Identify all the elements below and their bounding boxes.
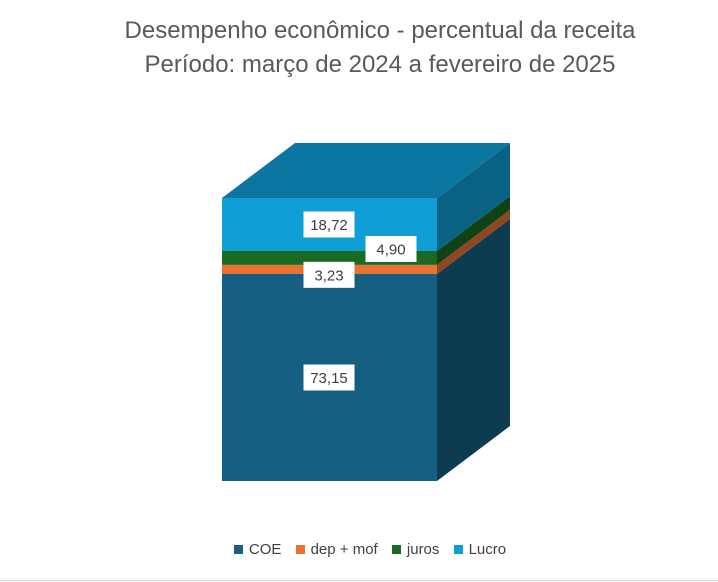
data-label-box: [303, 211, 355, 238]
bar-top-face: [222, 143, 510, 198]
bar-segment-side-dep-mof: [437, 209, 510, 274]
data-label-text: 3,23: [314, 267, 343, 284]
data-label-box: [303, 364, 355, 391]
data-label-box: [365, 235, 417, 262]
legend-swatch-coe: [233, 545, 243, 554]
legend-item-dep-mof: dep + mof: [295, 541, 378, 558]
legend-swatch-lucro: [453, 545, 463, 554]
legend-label-juros: juros: [406, 541, 440, 558]
chart-title: Desempenho econômico - percentual da rec…: [0, 14, 718, 82]
data-label-box: [303, 261, 355, 288]
legend-label-coe: COE: [248, 541, 282, 558]
legend-item-juros: juros: [391, 541, 440, 558]
data-label-juros: 4,90: [365, 235, 417, 262]
legend-item-coe: COE: [233, 541, 282, 558]
bar-segment-side-juros: [437, 195, 510, 265]
data-label-text: 73,15: [310, 370, 348, 387]
legend-swatch-dep-mof: [295, 545, 305, 554]
data-label-dep-mof: 3,23: [303, 261, 355, 288]
chart-legend: COE dep + mof juros Lucro: [0, 541, 718, 558]
data-label-coe: 73,15: [303, 364, 355, 391]
bottom-divider: [0, 580, 718, 581]
data-label-text: 4,90: [376, 241, 405, 258]
bar-segment-side-coe: [437, 218, 510, 481]
bar-segment-side-lucro: [437, 143, 510, 251]
stacked-bar-3d: [222, 143, 510, 481]
legend-label-lucro: Lucro: [468, 541, 507, 558]
chart-title-line-2: Período: março de 2024 a fevereiro de 20…: [144, 51, 616, 78]
legend-item-lucro: Lucro: [453, 541, 507, 558]
data-label-lucro: 18,72: [303, 211, 355, 238]
data-labels: 73,15 3,23 4,90 18,72: [303, 211, 417, 391]
chart-title-line-1: Desempenho econômico - percentual da rec…: [124, 17, 636, 44]
legend-swatch-juros: [391, 545, 401, 554]
legend-label-dep-mof: dep + mof: [310, 541, 378, 558]
data-label-text: 18,72: [310, 217, 348, 234]
